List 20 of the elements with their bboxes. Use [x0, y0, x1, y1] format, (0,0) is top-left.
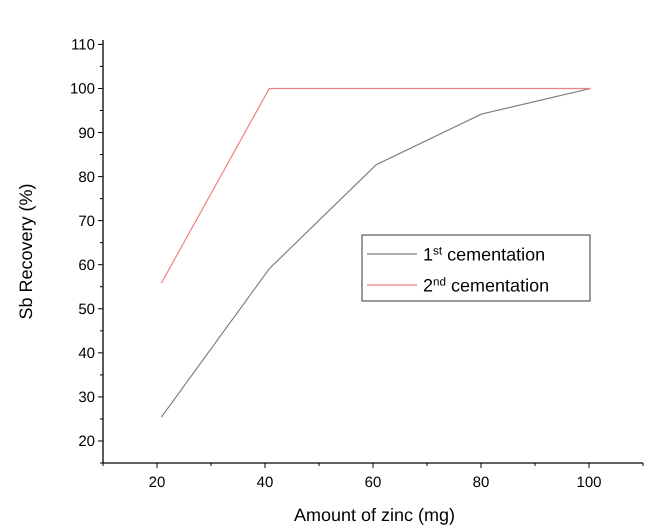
- x-tick-label: 20: [148, 474, 166, 491]
- x-tick-label: 80: [472, 474, 490, 491]
- y-tick-label: 70: [78, 212, 95, 230]
- x-tick-label: 100: [576, 474, 602, 491]
- line-series: [160, 88, 592, 418]
- x-tick-label: 40: [256, 474, 274, 491]
- x-tick-label: 60: [364, 474, 382, 491]
- y-tick-label: 110: [71, 36, 95, 54]
- y-tick-label: 20: [78, 433, 95, 450]
- y-tick-label: 80: [78, 168, 95, 186]
- y-tick-label: 30: [78, 389, 95, 406]
- y-tick-label: 90: [78, 124, 95, 142]
- y-tick-label: 40: [78, 345, 95, 362]
- y-tick-label: 50: [78, 301, 95, 318]
- y-tick-label: 60: [78, 256, 95, 274]
- x-axis-title: Amount of zinc (mg): [294, 505, 456, 525]
- legend-label: 2$^{nd}$ cementation: [423, 274, 550, 296]
- y-tick-label: 100: [70, 80, 95, 98]
- y-axis-title: Sb Recovery (%): [16, 183, 36, 320]
- legend-label: 1$^{st}$ cementation: [423, 244, 546, 264]
